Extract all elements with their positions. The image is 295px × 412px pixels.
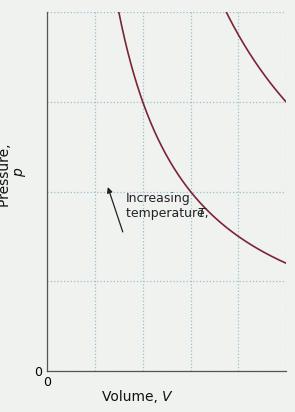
Text: Pressure,: Pressure, [0,139,12,207]
Text: V: V [162,390,172,404]
Text: Volume,: Volume, [102,390,162,404]
Text: Increasing
temperature,: Increasing temperature, [126,192,213,220]
Text: T: T [126,177,206,220]
Text: p: p [12,169,26,178]
